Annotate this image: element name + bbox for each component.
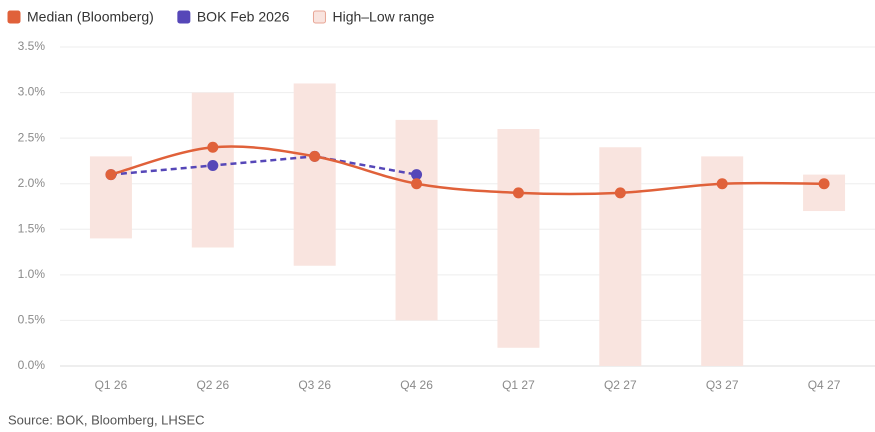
y-tick-label: 0.5% — [18, 313, 46, 327]
x-tick-label: Q2 26 — [196, 378, 229, 392]
x-tick-label: Q3 26 — [298, 378, 331, 392]
y-tick-label: 0.0% — [18, 358, 46, 372]
legend-swatch — [177, 10, 191, 24]
y-tick-label: 3.5% — [18, 39, 46, 53]
range-bar — [701, 156, 744, 366]
y-tick-label: 1.5% — [18, 221, 46, 235]
data-point — [512, 187, 524, 199]
data-point — [716, 178, 728, 190]
x-tick-label: Q1 26 — [95, 378, 128, 392]
x-tick-label: Q4 26 — [400, 378, 433, 392]
y-tick-label: 1.0% — [18, 267, 46, 281]
range-bar — [89, 156, 132, 239]
y-tick-label: 2.0% — [18, 176, 46, 190]
legend-label: High–Low range — [332, 9, 434, 25]
source-note: Source: BOK, Bloomberg, LHSEC — [8, 412, 205, 427]
data-point — [207, 141, 219, 153]
y-tick-label: 3.0% — [18, 85, 46, 99]
legend-swatch — [312, 10, 326, 24]
y-tick-label: 2.5% — [18, 130, 46, 144]
range-bar — [497, 129, 540, 348]
x-tick-label: Q2 27 — [604, 378, 637, 392]
data-point — [309, 150, 321, 162]
series-line — [110, 145, 825, 196]
x-tick-label: Q4 27 — [808, 378, 841, 392]
x-tick-label: Q3 27 — [706, 378, 739, 392]
legend-swatch — [7, 10, 21, 24]
data-point — [614, 187, 626, 199]
range-bar — [293, 83, 336, 266]
legend-label: Median (Bloomberg) — [27, 9, 154, 25]
x-tick-label: Q1 27 — [502, 378, 535, 392]
range-bar — [395, 119, 438, 321]
data-point — [207, 159, 219, 171]
data-point — [105, 169, 117, 181]
data-point — [411, 169, 423, 181]
data-point — [818, 178, 830, 190]
data-point — [411, 178, 423, 190]
legend-label: BOK Feb 2026 — [197, 9, 290, 25]
range-bar — [599, 147, 642, 366]
series-line — [110, 155, 417, 176]
